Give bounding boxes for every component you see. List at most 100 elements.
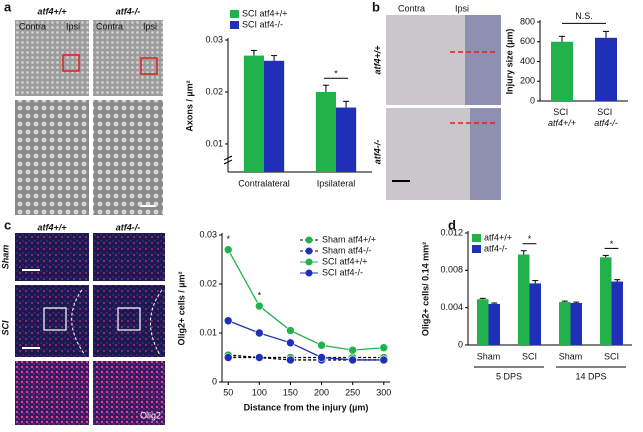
- error-bar: [559, 35, 565, 42]
- error-bar: [532, 280, 539, 284]
- legend-label: atf4-/-: [484, 243, 508, 253]
- image: [465, 15, 501, 105]
- x-tick-label: 100: [252, 387, 267, 397]
- significance-label: *: [334, 69, 338, 79]
- error-bar: [561, 300, 568, 303]
- image: [15, 233, 89, 281]
- point: [255, 328, 264, 338]
- bar: [336, 107, 357, 172]
- image-row-label: atf4+/+: [372, 45, 382, 75]
- error-bar: [343, 100, 350, 108]
- x-tick-label: 250: [345, 387, 360, 397]
- point: [286, 338, 295, 348]
- stain-label: Olig2: [140, 410, 161, 420]
- x-axis-label: Distance from the injury (µm): [244, 402, 369, 412]
- x-tick-label: Contralateral: [238, 178, 290, 188]
- legend-swatch: [230, 21, 239, 29]
- image-side-label: Contra: [398, 3, 425, 13]
- x-tick-label: SCI atf4+/+: [548, 107, 576, 128]
- legend-label: SCI atf4-/-: [322, 267, 363, 277]
- point: [379, 343, 389, 353]
- legend-marker: [305, 258, 313, 266]
- significance-label: N.S.: [575, 11, 593, 21]
- bar: [488, 303, 500, 345]
- point: [348, 355, 357, 365]
- line: [227, 249, 384, 351]
- legend-swatch: [472, 234, 481, 242]
- bar: [315, 91, 336, 172]
- image-column-label: atf4-/-: [116, 222, 141, 232]
- image-row-label: atf4-/-: [372, 140, 382, 165]
- y-axis-label: Axons / µm²: [184, 80, 194, 131]
- image-side-label: Ipsi: [143, 21, 157, 31]
- boundary: [71, 289, 86, 356]
- error-bar: [250, 49, 257, 56]
- line: [228, 354, 384, 359]
- roi-box: [62, 54, 80, 72]
- bar: [518, 254, 530, 345]
- image: [15, 285, 89, 357]
- line: [227, 320, 384, 361]
- y-tick-label: 0.03: [199, 229, 217, 239]
- x-tick-label: Sham: [477, 351, 501, 361]
- point: [286, 326, 295, 335]
- point: [317, 340, 326, 350]
- significance-label: *: [258, 290, 262, 300]
- image: [15, 361, 89, 425]
- error-bar: [603, 30, 609, 38]
- y-tick-label: 0.012: [440, 227, 463, 237]
- point: [348, 345, 357, 355]
- legend-label: SCI atf4+/+: [242, 8, 288, 18]
- legend-label: Sham atf4+/+: [322, 234, 376, 244]
- group-label: 5 DPS: [496, 371, 522, 381]
- error-bar: [602, 254, 609, 258]
- group-label: 14 DPS: [575, 371, 606, 381]
- x-tick-label: Ipsilateral: [317, 178, 356, 188]
- legend-swatch: [230, 10, 239, 18]
- image-column-label: atf4+/+: [37, 222, 67, 232]
- roi-box: [140, 57, 158, 75]
- y-tick-label: 0: [530, 95, 535, 105]
- y-tick-label: 0: [458, 339, 463, 349]
- image: [15, 20, 89, 96]
- point: [286, 355, 295, 365]
- legend-marker: [305, 269, 313, 277]
- panel-label: c: [4, 217, 11, 232]
- significance-label: *: [528, 234, 532, 244]
- bar: [559, 302, 571, 345]
- bar: [264, 60, 285, 173]
- error-bar: [520, 250, 527, 255]
- y-tick-label: 200: [520, 76, 535, 86]
- legend-label: atf4+/+: [484, 232, 512, 242]
- point: [317, 353, 326, 362]
- image-side-label: Contra: [96, 21, 123, 31]
- image-row-label: Sham: [0, 245, 10, 270]
- image-side-label: Ipsi: [66, 21, 80, 31]
- boundary: [150, 289, 163, 356]
- point: [255, 301, 264, 311]
- point: [255, 353, 264, 362]
- micrographs-a: [15, 20, 163, 215]
- error-bar: [573, 301, 580, 303]
- image: [93, 100, 163, 215]
- image: [93, 361, 165, 425]
- y-tick-label: 0: [212, 376, 217, 386]
- bar: [611, 281, 623, 345]
- y-tick-label: 0.02: [199, 278, 217, 288]
- error-bar: [491, 302, 498, 304]
- image-side-label: Contra: [19, 21, 46, 31]
- micrographs-b: [386, 15, 501, 200]
- legend-label: SCI atf4+/+: [322, 256, 368, 266]
- bar: [477, 299, 489, 345]
- point: [223, 316, 233, 326]
- bar: [600, 257, 612, 345]
- roi-box: [43, 307, 67, 331]
- x-tick-label: SCI: [522, 351, 537, 361]
- image-column-label: atf4-/-: [116, 6, 141, 16]
- y-tick-label: 0.02: [205, 86, 223, 96]
- point: [223, 245, 233, 254]
- bar: [529, 283, 541, 345]
- image: [470, 108, 501, 200]
- micrographs-c: [15, 233, 165, 425]
